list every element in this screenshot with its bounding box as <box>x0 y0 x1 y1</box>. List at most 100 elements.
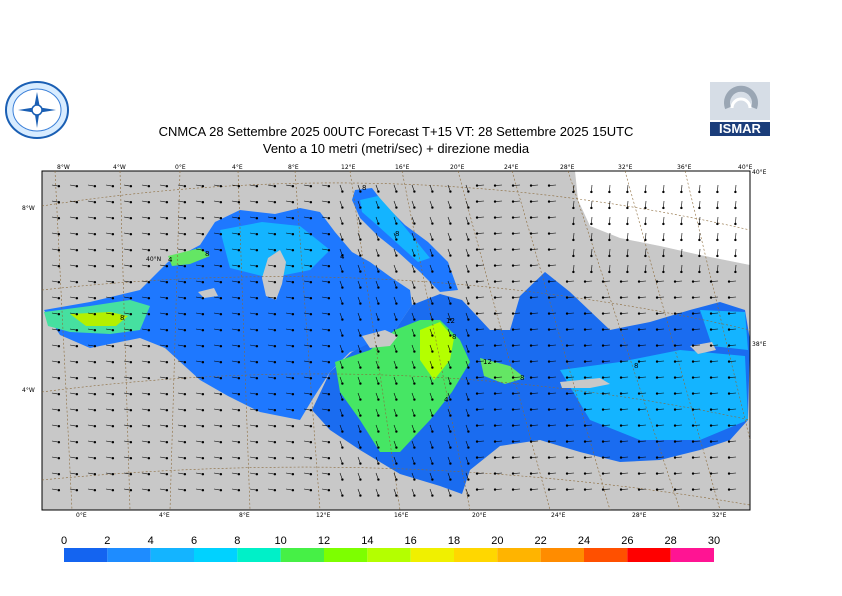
wind-arrow-head <box>637 376 641 379</box>
wind-arrow-head <box>590 190 593 194</box>
wind-arrow-head <box>255 265 259 268</box>
wind-arrow-head <box>359 478 362 481</box>
wind-arrow-head <box>147 425 151 428</box>
wind-arrow-head <box>237 345 241 348</box>
wind-arrow-head <box>727 344 731 347</box>
wind-arrow-head <box>467 430 470 433</box>
wind-arrow-head <box>237 217 241 220</box>
wind-arrow-head <box>129 393 133 396</box>
wind-arrow-head <box>183 345 187 348</box>
island-balearic <box>198 288 218 298</box>
wind-arrow-head <box>529 488 533 491</box>
wind-arrow-head <box>547 184 551 187</box>
wind-arrow-head <box>673 328 677 331</box>
wind-arrow-head <box>493 312 497 315</box>
wind-arrow-head <box>255 217 259 220</box>
wind-arrow-head <box>601 424 605 427</box>
wind-arrow-head <box>475 216 479 219</box>
wind-arrow-head <box>637 488 641 491</box>
wind-arrow-head <box>449 254 452 257</box>
wind-arrow-head <box>547 440 551 443</box>
wind-arrow-head <box>619 344 623 347</box>
wind-arrow-head <box>255 249 259 252</box>
wind-arrow-head <box>511 440 515 443</box>
wind-arrow-head <box>129 281 133 284</box>
wind-arrow-head <box>75 457 79 460</box>
wind-arrow-head <box>201 473 205 476</box>
contour-label: 8 <box>520 374 524 382</box>
wind-arrow-head <box>547 248 551 251</box>
wind-arrow-head <box>619 408 623 411</box>
wind-arrow-head <box>219 489 223 492</box>
wind-arrow-head <box>291 281 295 284</box>
wind-arrow-head <box>431 446 434 449</box>
wind-arrow-head <box>529 328 533 331</box>
wind-arrow-head <box>291 265 295 268</box>
wind-arrow-head <box>680 254 683 258</box>
wind-arrow-head <box>327 185 331 188</box>
wind-arrow-head <box>165 313 169 316</box>
wind-arrow-head <box>511 344 515 347</box>
wind-arrow-head <box>655 376 659 379</box>
wind-arrow-head <box>183 201 187 204</box>
wind-arrow-head <box>431 494 434 497</box>
wind-arrow-head <box>201 185 205 188</box>
wind-arrow-head <box>183 313 187 316</box>
wind-arrow-head <box>129 201 133 204</box>
wind-arrow-head <box>255 457 259 460</box>
wind-arrow-head <box>165 425 169 428</box>
wind-arrow-head <box>547 328 551 331</box>
wind-arrow-head <box>201 393 205 396</box>
wind-arrow-head <box>75 409 79 412</box>
wind-arrow-head <box>583 360 587 363</box>
wind-arrow-head <box>431 190 434 193</box>
wind-arrow-head <box>572 270 575 274</box>
wind-arrow-head <box>359 430 362 433</box>
wind-arrow-head <box>493 456 497 459</box>
cnmca-seal-icon <box>5 81 69 139</box>
wind-arrow-head <box>237 233 241 236</box>
contour-label: 8 <box>362 184 366 192</box>
wind-arrow-head <box>309 201 313 204</box>
wind-arrow-head <box>572 222 575 226</box>
wind-arrow-head <box>75 473 79 476</box>
wind-arrow-head <box>395 462 398 465</box>
wind-arrow-head <box>309 441 313 444</box>
wind-arrow-head <box>341 286 344 289</box>
sea-adriatic-light <box>360 196 430 262</box>
bottom-lon-labels: 0°E 4°E 8°E 12°E 16°E 20°E 24°E 28°E 32°… <box>76 512 727 519</box>
wind-arrow-head <box>309 249 313 252</box>
wind-arrow-head <box>637 360 641 363</box>
wind-arrow-head <box>637 440 641 443</box>
wind-arrow-head <box>709 408 713 411</box>
wind-arrow-head <box>395 302 398 305</box>
wind-arrow-head <box>413 382 416 385</box>
wind-arrow-head <box>619 312 623 315</box>
wind-arrow-head <box>601 456 605 459</box>
wind-arrow-head <box>493 264 497 267</box>
wind-arrow-head <box>511 488 515 491</box>
wind-arrow-head <box>341 494 344 497</box>
contour-label: 12 <box>446 317 455 325</box>
wind-arrow-head <box>547 360 551 363</box>
wind-arrow-head <box>165 457 169 460</box>
wind-arrow-head <box>377 446 380 449</box>
wind-arrow-head <box>655 344 659 347</box>
wind-arrow-head <box>377 238 380 241</box>
wind-arrow-head <box>291 217 295 220</box>
wind-arrow-head <box>341 222 344 225</box>
wind-arrow-head <box>327 281 331 284</box>
wind-arrow-head <box>449 494 452 497</box>
wind-arrow-head <box>475 408 479 411</box>
wind-arrow-head <box>673 280 677 283</box>
wind-arrow-head <box>644 222 647 226</box>
wind-arrow-head <box>698 238 701 242</box>
wind-arrow-head <box>201 201 205 204</box>
right-lat-label: 38°E <box>752 341 767 348</box>
wind-arrow-head <box>644 238 647 242</box>
wind-arrow-head <box>377 190 380 193</box>
wind-arrow-head <box>57 297 61 300</box>
wind-arrow-head <box>309 409 313 412</box>
wind-arrow-head <box>467 270 470 273</box>
wind-arrow-head <box>75 441 79 444</box>
